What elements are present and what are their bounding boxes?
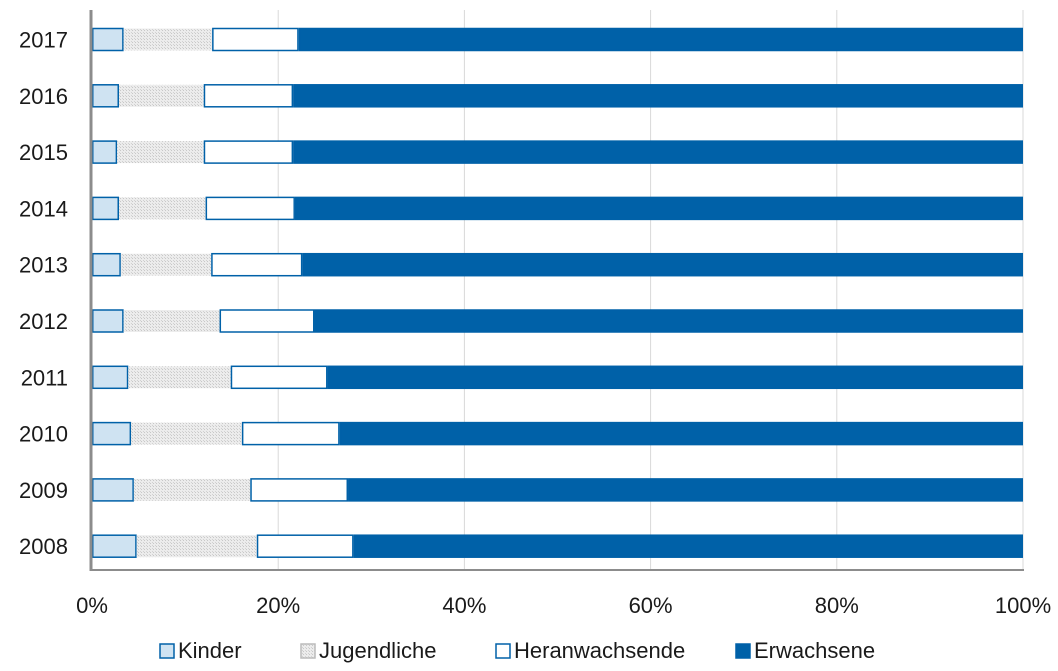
- bar-segment-heranwachsende: [205, 196, 295, 221]
- bar-segment-heranwachsende: [211, 252, 303, 277]
- bar-segment-erwachsene: [294, 196, 1023, 221]
- legend: Kinder Jugendliche Heranwachsende Erwachsen…: [159, 638, 875, 663]
- bar-segment-kinder: [92, 478, 134, 502]
- bar-segment-jugendliche: [118, 84, 204, 107]
- y-tick-label: 2017: [19, 28, 68, 53]
- x-tick-label: 80%: [815, 593, 859, 618]
- x-tick-label: 100%: [995, 593, 1051, 618]
- bar-segment-erwachsene: [327, 365, 1023, 390]
- bar-segment-jugendliche: [118, 197, 206, 220]
- legend-label: Erwachsene: [754, 638, 875, 663]
- legend-swatch-heranwachsende: [495, 643, 511, 659]
- bar-segment-heranwachsende: [256, 534, 354, 558]
- bar-segment-erwachsene: [293, 140, 1023, 164]
- bar-segment-jugendliche: [131, 422, 242, 445]
- x-tick-label: 20%: [256, 593, 300, 618]
- bar-segment-kinder: [92, 196, 119, 221]
- y-tick-label: 2016: [19, 84, 68, 109]
- bar-segment-erwachsene: [298, 27, 1023, 52]
- y-tick-label: 2009: [19, 478, 68, 503]
- bar-segment-jugendliche: [136, 535, 257, 558]
- bars: [92, 27, 1024, 558]
- bar-segment-erwachsene: [353, 534, 1023, 558]
- bar-segment-heranwachsende: [212, 27, 299, 52]
- bar-segment-heranwachsende: [203, 84, 294, 108]
- bar-segment-heranwachsende: [219, 309, 315, 333]
- legend-swatch-jugendliche: [300, 643, 316, 659]
- bar-segment-erwachsene: [293, 84, 1023, 108]
- legend-label: Heranwachsende: [514, 638, 685, 663]
- y-tick-label: 2012: [19, 309, 68, 334]
- y-tick-label: 2008: [19, 534, 68, 559]
- bar-segment-erwachsene: [302, 252, 1023, 277]
- bar-segment-heranwachsende: [230, 365, 328, 390]
- bar-segment-kinder: [92, 365, 129, 390]
- bar-segment-jugendliche: [120, 253, 212, 276]
- axes: [89, 10, 1024, 571]
- bar-segment-kinder: [92, 421, 132, 446]
- y-tick-label: 2015: [19, 140, 68, 165]
- bar-segment-jugendliche: [128, 366, 231, 389]
- bar-segment-jugendliche: [133, 478, 251, 501]
- x-tick-label: 40%: [442, 593, 486, 618]
- y-tick-label: 2010: [19, 422, 68, 447]
- bar-segment-kinder: [92, 27, 124, 52]
- bar-segment-erwachsene: [348, 478, 1023, 502]
- tick-labels: 0% 20% 40% 60% 80% 100% 2008 2009 2010 2011 2012 20…: [19, 28, 1051, 619]
- bar-segment-kinder: [92, 84, 119, 108]
- bar-segment-erwachsene: [314, 309, 1024, 333]
- bar-segment-kinder: [92, 140, 118, 164]
- legend-label: Jugendliche: [319, 638, 436, 663]
- bar-segment-jugendliche: [123, 28, 213, 51]
- bar-segment-jugendliche: [117, 141, 204, 164]
- x-tick-label: 60%: [629, 593, 673, 618]
- legend-swatch-erwachsene: [735, 643, 751, 659]
- bar-segment-heranwachsende: [203, 140, 294, 164]
- x-tick-label: 0%: [76, 593, 108, 618]
- bar-segment-kinder: [92, 252, 121, 277]
- bar-segment-kinder: [92, 534, 137, 558]
- bar-segment-erwachsene: [339, 421, 1023, 446]
- y-tick-label: 2011: [21, 365, 68, 390]
- legend-label: Kinder: [178, 638, 242, 663]
- legend-swatch-kinder: [159, 643, 175, 659]
- bar-segment-kinder: [92, 309, 124, 333]
- y-tick-label: 2013: [19, 253, 68, 278]
- y-tick-label: 2014: [19, 196, 68, 221]
- bar-segment-heranwachsende: [241, 421, 340, 446]
- bar-segment-heranwachsende: [250, 478, 349, 502]
- bar-segment-jugendliche: [123, 310, 220, 332]
